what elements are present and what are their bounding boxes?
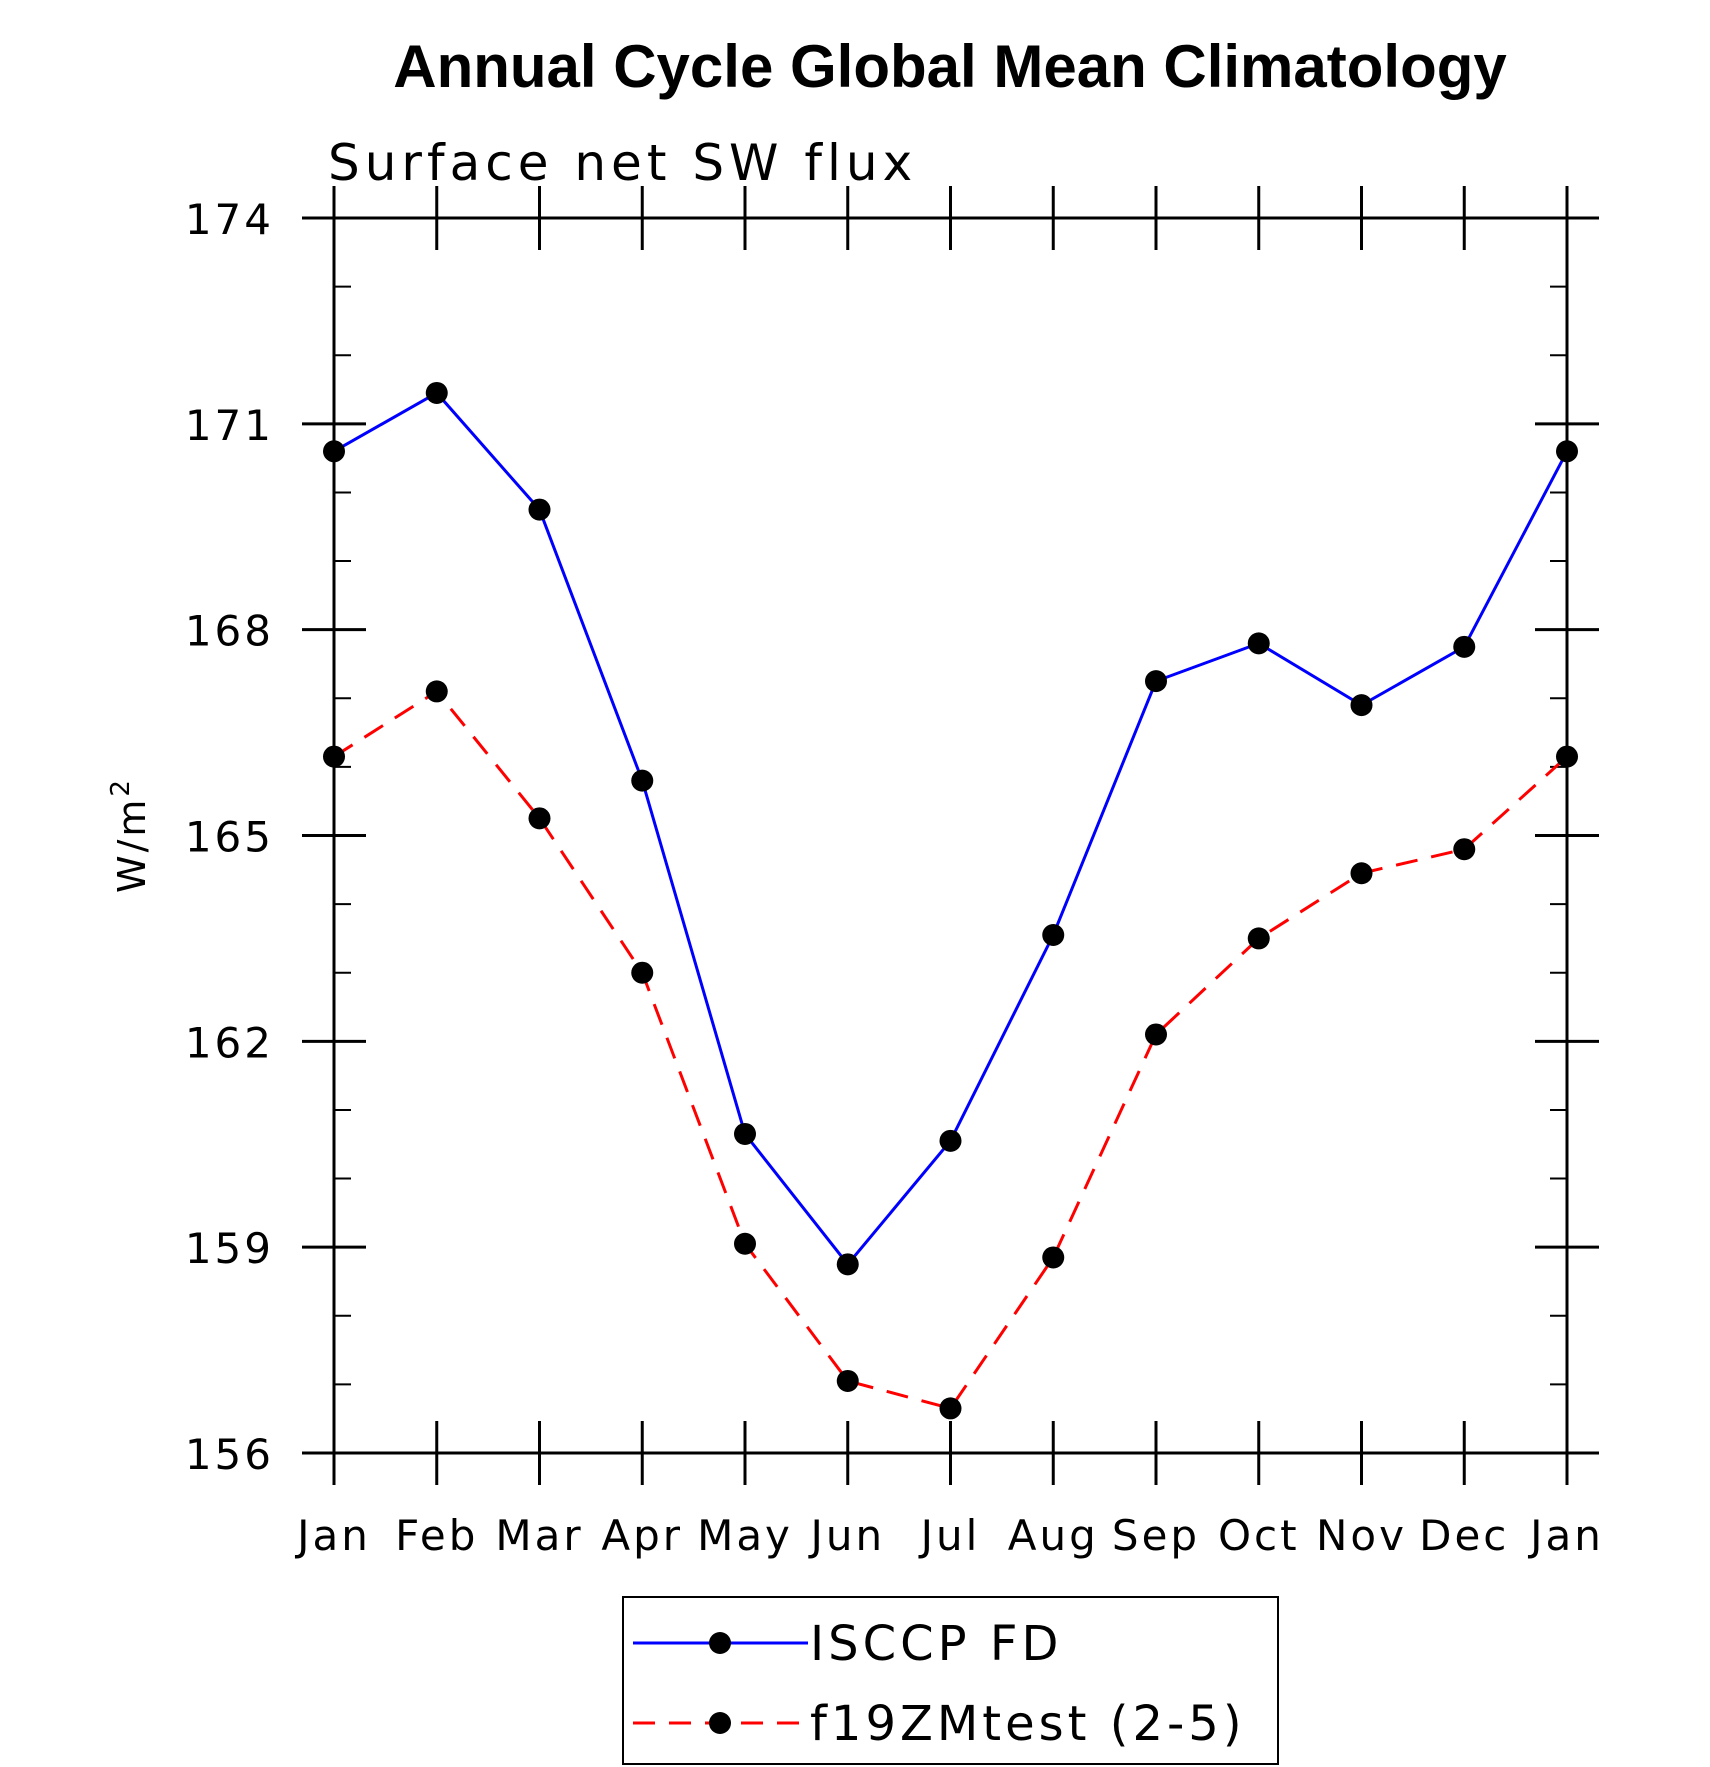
y-tick-label: 171 bbox=[185, 401, 274, 450]
x-tick-label: Jul bbox=[918, 1511, 981, 1560]
data-point bbox=[1042, 1246, 1065, 1269]
series-line bbox=[333, 689, 1569, 1411]
data-point bbox=[528, 498, 551, 521]
data-point bbox=[1247, 632, 1270, 655]
data-point bbox=[1145, 1023, 1167, 1046]
x-tick-label: Jun bbox=[807, 1511, 885, 1560]
data-point bbox=[323, 440, 345, 463]
x-tick-label: Mar bbox=[495, 1511, 583, 1560]
axes: 156 159 162 165 168 171 174 Jan Feb Mar Apr May Jun J… bbox=[185, 186, 1604, 1560]
legend-label: ISCCP FD bbox=[810, 1616, 1062, 1672]
data-point bbox=[631, 961, 654, 984]
series-layer bbox=[323, 381, 1578, 1420]
legend-box bbox=[622, 1596, 1279, 1765]
chart-title: Annual Cycle Global Mean Climatology bbox=[393, 33, 1507, 100]
data-point bbox=[1453, 635, 1476, 658]
data-point bbox=[1042, 923, 1065, 946]
data-point bbox=[1350, 694, 1373, 717]
y-axis-label-text: W/m bbox=[110, 797, 154, 893]
data-point bbox=[1145, 670, 1167, 693]
x-tick-label: May bbox=[697, 1511, 793, 1560]
x-tick-label: Aug bbox=[1008, 1511, 1099, 1560]
legend-marker bbox=[709, 1712, 731, 1734]
x-tick-label: Jan bbox=[294, 1511, 371, 1560]
x-tick-label: Jan bbox=[1527, 1511, 1604, 1560]
data-point bbox=[631, 769, 654, 792]
x-tick-label: Sep bbox=[1112, 1511, 1200, 1560]
legend: ISCCP FD f19ZMtest (2-5) bbox=[622, 1596, 1279, 1765]
x-tick-label: Feb bbox=[395, 1511, 478, 1560]
series-2 bbox=[323, 680, 1578, 1420]
y-tick-label: 165 bbox=[185, 813, 274, 862]
data-point bbox=[528, 807, 551, 830]
data-point bbox=[323, 745, 345, 768]
data-point bbox=[1247, 927, 1270, 950]
data-point bbox=[939, 1397, 962, 1420]
y-tick-label: 174 bbox=[185, 195, 274, 244]
data-point bbox=[425, 680, 448, 703]
x-tick-label: Apr bbox=[601, 1511, 683, 1560]
data-point bbox=[1556, 745, 1578, 768]
y-axis-label: W/m2 bbox=[106, 777, 154, 893]
data-point bbox=[1453, 838, 1476, 861]
y-axis-label-superscript: 2 bbox=[106, 777, 136, 797]
x-tick-label: Oct bbox=[1218, 1511, 1300, 1560]
data-point bbox=[836, 1253, 859, 1276]
legend-label: f19ZMtest (2-5) bbox=[810, 1696, 1246, 1752]
data-point bbox=[1556, 440, 1578, 463]
data-point bbox=[734, 1122, 756, 1145]
data-point bbox=[939, 1129, 962, 1152]
series-1 bbox=[323, 381, 1578, 1276]
y-tick-label: 159 bbox=[185, 1224, 274, 1273]
legend-marker bbox=[709, 1632, 731, 1654]
y-tick-label: 156 bbox=[185, 1430, 274, 1479]
data-point bbox=[425, 381, 448, 404]
data-point bbox=[836, 1369, 859, 1392]
y-tick-label: 168 bbox=[185, 607, 274, 656]
plot-frame bbox=[332, 216, 1569, 1455]
data-point bbox=[734, 1232, 756, 1255]
y-tick-label: 162 bbox=[185, 1018, 274, 1067]
x-tick-label: Dec bbox=[1419, 1511, 1509, 1560]
chart-subtitle: Surface net SW flux bbox=[328, 134, 917, 192]
data-point bbox=[1350, 862, 1373, 885]
x-tick-label: Nov bbox=[1316, 1511, 1407, 1560]
